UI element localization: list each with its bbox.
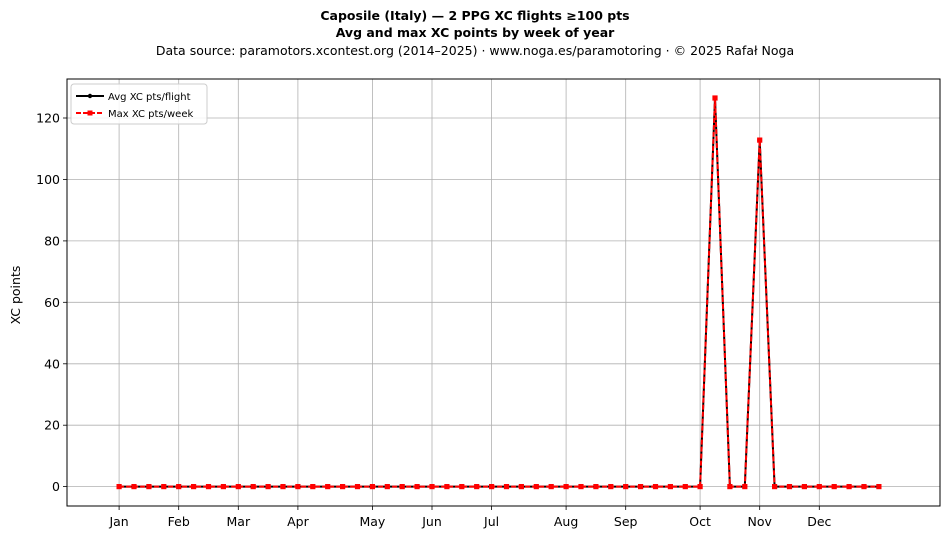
series-line-avg [119,97,879,488]
data-point-max [638,484,644,490]
data-point-max [682,484,688,490]
legend-marker-max [87,110,93,116]
data-point-max [205,484,212,490]
data-point-max [861,484,867,490]
data-point-max [876,484,882,490]
y-axis-label: XC points [8,266,23,325]
legend-label-avg: Avg XC pts/flight [108,92,191,103]
data-point-max [235,484,241,490]
data-point-max [623,484,629,490]
x-tick-label: May [359,514,385,529]
data-point-max [325,484,331,490]
data-point-max [310,484,316,490]
y-tick-label: 0 [52,479,60,494]
data-point-max [846,484,852,490]
x-tick-label: Sep [614,514,638,529]
data-point-max [742,484,748,490]
data-point-max [354,484,361,490]
y-tick-label: 100 [36,172,60,187]
data-point-max [652,484,659,490]
data-point-max [220,484,226,490]
x-tick-label: Oct [689,514,711,529]
legend-marker-avg [87,93,93,99]
data-point-max [503,484,510,490]
chart-subtitle: Data source: paramotors.xcontest.org (20… [156,43,794,58]
grid [67,79,940,506]
data-point-max [250,484,256,490]
data-point-max [816,484,822,490]
data-point-max [176,484,182,490]
data-point-max [295,484,301,490]
x-axis: Jan Feb Mar Apr May Jun Jul Aug Sep Oct Nov Dec [108,506,832,529]
data-point-max [459,484,465,490]
data-point-max [265,484,271,490]
data-point-max [191,484,197,490]
data-point-max [131,484,137,490]
data-point-max [161,484,167,490]
data-point-max [489,484,495,490]
data-point-max [429,484,435,490]
y-axis: 0 20 40 60 80 100 120 [36,111,67,494]
x-tick-label: Apr [287,514,309,529]
data-point-max [384,484,390,490]
data-point-max [712,95,718,101]
data-point-max [593,484,599,490]
data-point-max [146,484,152,490]
x-tick-label: Feb [168,514,190,529]
chart-title-line2: Avg and max XC points by week of year [336,25,615,40]
legend-label-max: Max XC pts/week [108,109,193,120]
x-tick-label: Jun [421,514,442,529]
data-point-max [757,137,763,143]
y-tick-label: 20 [44,418,60,433]
data-point-max [518,484,524,490]
data-point-max [697,484,703,490]
plot-frame [66,78,941,507]
x-tick-label: Dec [807,514,831,529]
series-layer [116,95,882,490]
y-tick-label: 120 [36,111,60,126]
x-tick-label: Jul [483,514,499,529]
data-point-max [474,484,480,490]
data-point-max [801,484,807,490]
data-point-max [548,484,554,490]
data-point-max [831,484,837,490]
x-tick-label: Aug [554,514,578,529]
legend-box [70,83,208,125]
data-point-max [608,484,614,490]
y-tick-label: 60 [44,295,60,310]
data-point-max [399,484,405,490]
data-point-max [772,484,778,490]
chart-title-line1: Caposile (Italy) — 2 PPG XC flights ≥100… [320,8,629,23]
legend: Avg XC pts/flight Max XC pts/week [70,83,208,125]
data-point-max [340,484,346,490]
data-point-max [414,484,420,490]
data-point-max [116,484,122,490]
data-point-max [786,484,793,490]
data-point-max [533,484,539,490]
series-line-max [119,97,879,488]
x-tick-label: Nov [747,514,772,529]
data-point-max [280,484,286,490]
data-point-max [444,484,450,490]
x-tick-label: Jan [108,514,128,529]
data-point-max [369,484,375,490]
y-tick-label: 40 [44,356,60,371]
data-point-max [727,484,733,490]
data-point-max [578,484,584,490]
x-tick-label: Mar [227,514,251,529]
data-point-max [563,484,569,490]
data-point-max [667,484,673,490]
y-tick-label: 80 [44,233,60,248]
